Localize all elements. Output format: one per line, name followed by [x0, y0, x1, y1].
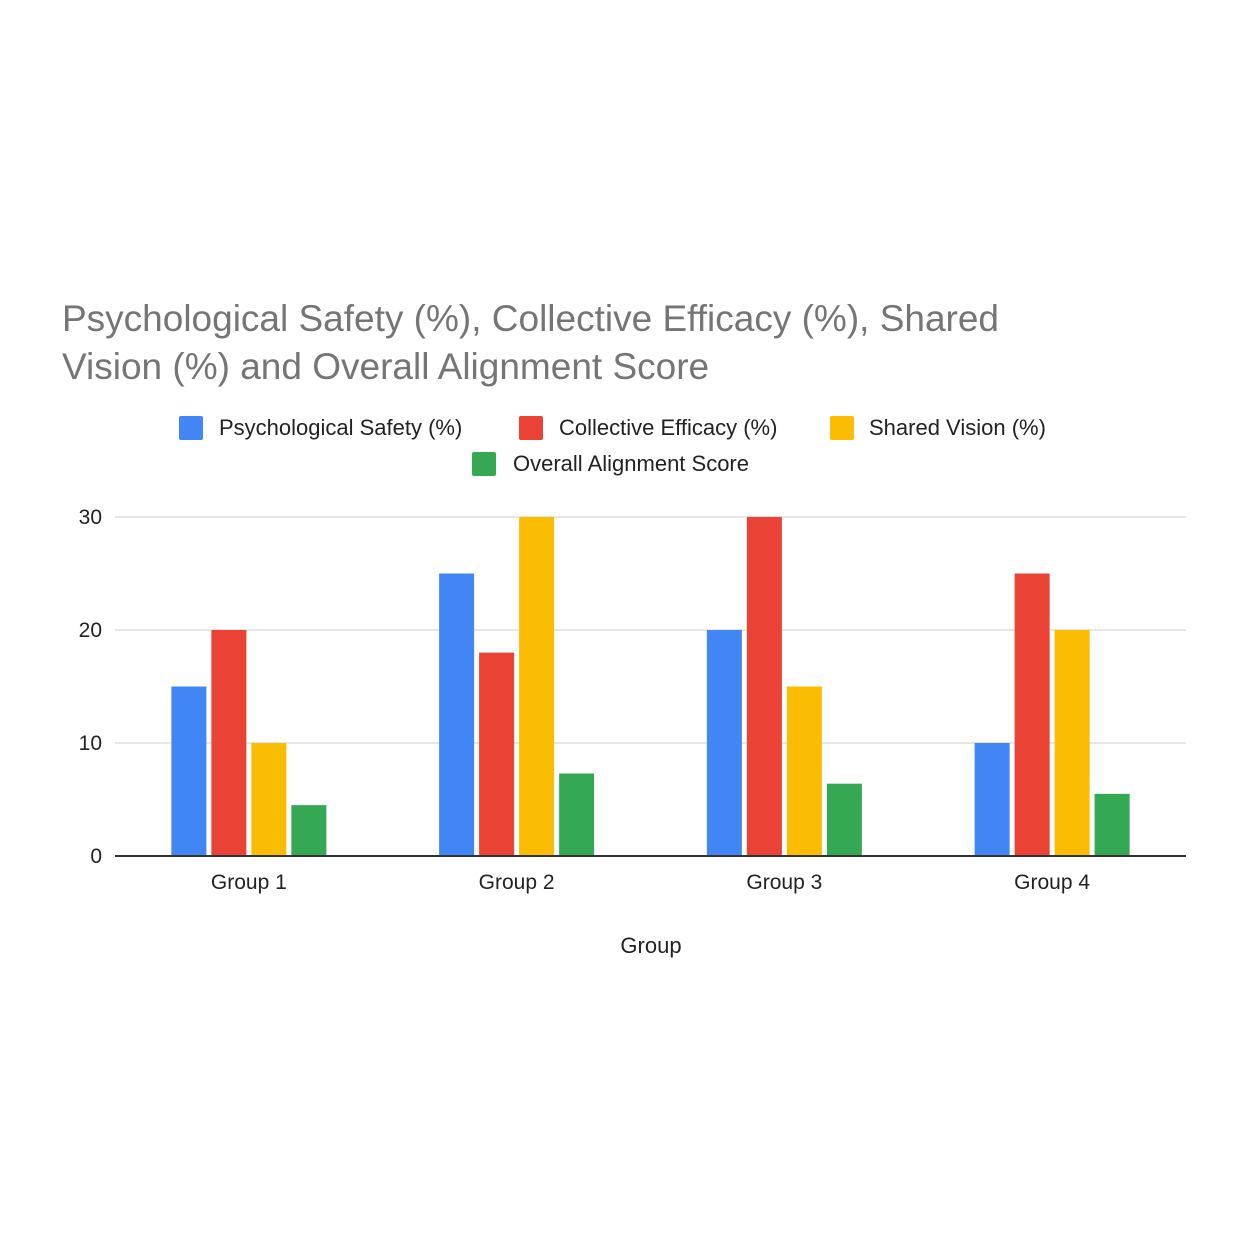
- legend-swatch-shared-vision: [830, 416, 854, 440]
- bar-group-1-psychological-safety[interactable]: [171, 686, 207, 857]
- bars: [171, 517, 1130, 857]
- bar-group-1-shared-vision[interactable]: [251, 743, 287, 856]
- legend-label-psychological-safety: Psychological Safety (%): [219, 415, 462, 440]
- bar-group-2-psychological-safety[interactable]: [439, 573, 475, 857]
- bar-group-3-overall-alignment-score[interactable]: [826, 783, 862, 856]
- y-axis-tick-labels: 0 10 20 30: [79, 506, 102, 868]
- bar-group-3-psychological-safety[interactable]: [706, 630, 742, 856]
- legend-label-overall-alignment-score: Overall Alignment Score: [513, 451, 749, 476]
- legend-label-collective-efficacy: Collective Efficacy (%): [559, 415, 777, 440]
- bar-group-1-collective-efficacy[interactable]: [211, 630, 247, 856]
- legend-item-overall-alignment-score[interactable]: Overall Alignment Score: [472, 451, 749, 476]
- x-axis-tick-labels: Group 1 Group 2 Group 3 Group 4: [211, 871, 1090, 894]
- x-tick-label-group-4: Group 4: [1014, 871, 1090, 894]
- legend: Psychological Safety (%) Collective Effi…: [179, 415, 1046, 476]
- bar-group-4-psychological-safety[interactable]: [974, 743, 1010, 856]
- legend-item-psychological-safety[interactable]: Psychological Safety (%): [179, 415, 462, 440]
- legend-label-shared-vision: Shared Vision (%): [869, 415, 1046, 440]
- bar-group-2-collective-efficacy[interactable]: [479, 652, 515, 856]
- y-tick-label-0: 0: [90, 845, 102, 868]
- legend-item-collective-efficacy[interactable]: Collective Efficacy (%): [519, 415, 777, 440]
- bar-group-2-overall-alignment-score[interactable]: [559, 773, 595, 856]
- legend-item-shared-vision[interactable]: Shared Vision (%): [830, 415, 1046, 440]
- y-tick-label-10: 10: [79, 732, 102, 755]
- bar-group-3-shared-vision[interactable]: [786, 686, 822, 857]
- x-axis-title: Group: [620, 933, 681, 958]
- chart-title-line-1: Psychological Safety (%), Collective Eff…: [62, 298, 999, 339]
- x-tick-label-group-2: Group 2: [479, 871, 555, 894]
- legend-swatch-collective-efficacy: [519, 416, 543, 440]
- chart-title-line-2: Vision (%) and Overall Alignment Score: [62, 346, 709, 387]
- bar-group-4-overall-alignment-score[interactable]: [1094, 793, 1130, 856]
- x-tick-label-group-1: Group 1: [211, 871, 287, 894]
- bar-group-4-shared-vision[interactable]: [1054, 630, 1090, 856]
- y-tick-label-20: 20: [79, 619, 102, 642]
- legend-swatch-psychological-safety: [179, 416, 203, 440]
- bar-group-3-collective-efficacy[interactable]: [746, 517, 782, 856]
- legend-swatch-overall-alignment-score: [472, 452, 496, 476]
- bar-group-2-shared-vision[interactable]: [519, 517, 555, 856]
- y-tick-label-30: 30: [79, 506, 102, 529]
- bar-group-1-overall-alignment-score[interactable]: [291, 805, 327, 856]
- x-tick-label-group-3: Group 3: [746, 871, 822, 894]
- bar-group-4-collective-efficacy[interactable]: [1014, 573, 1050, 857]
